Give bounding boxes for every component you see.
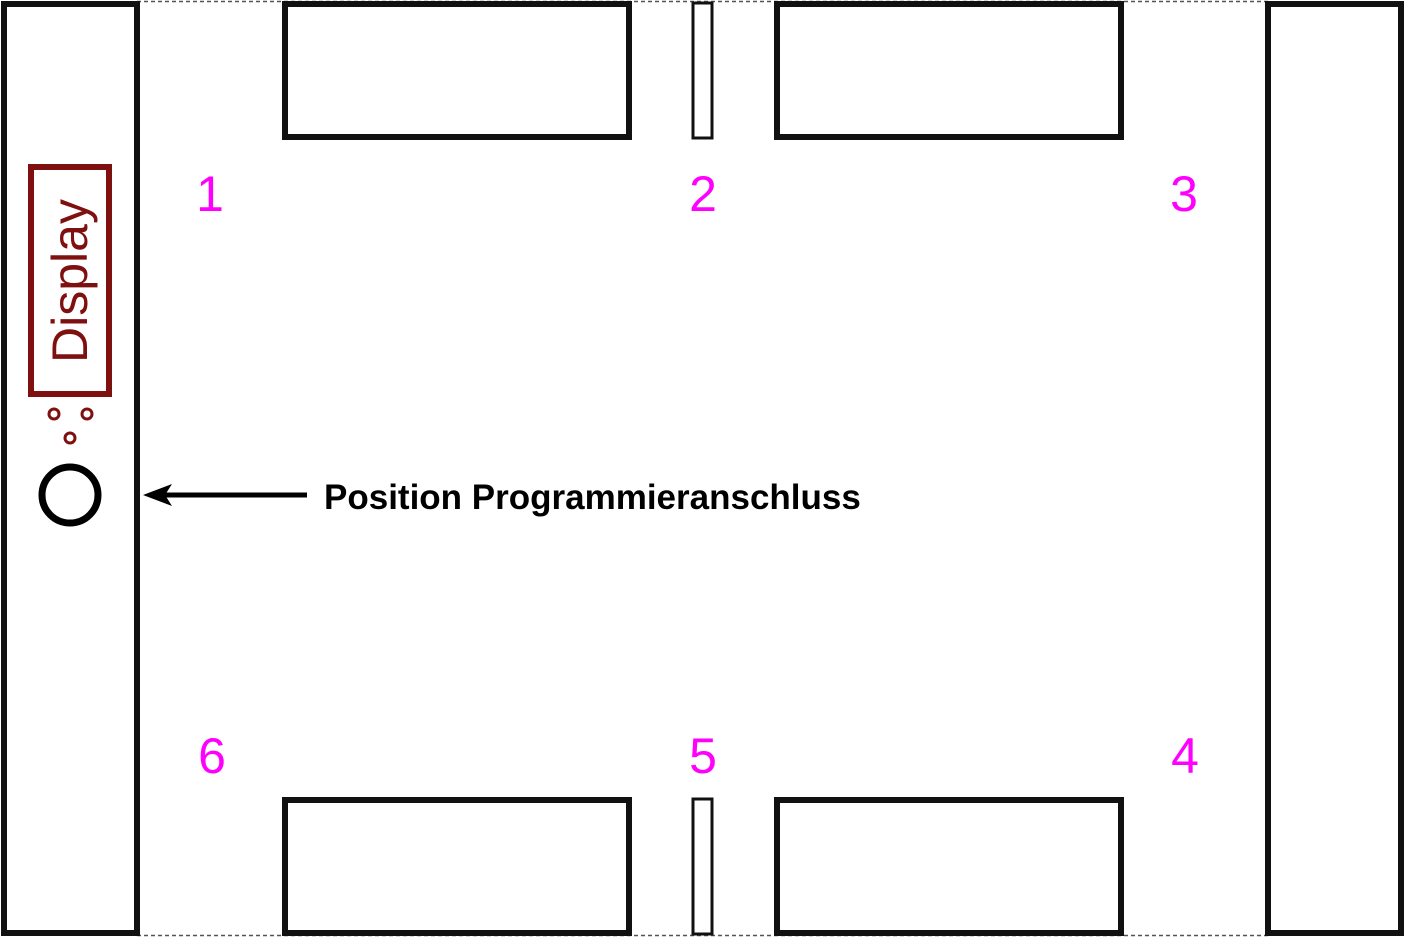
display-label: Display — [42, 199, 98, 363]
position-label-3: 3 — [1170, 166, 1198, 222]
bottom-right-block — [774, 797, 1124, 936]
small-circles-icon — [47, 407, 94, 445]
position-label-2: 2 — [689, 166, 717, 222]
programming-port-annotation: Position Programmieranschluss — [324, 478, 861, 517]
position-label-5: 5 — [689, 728, 717, 784]
display-box — [28, 164, 112, 397]
top-left-block — [282, 1, 632, 140]
right-rail — [1265, 1, 1404, 936]
arrow-left-icon — [143, 484, 307, 506]
bottom-left-block — [282, 797, 632, 936]
position-label-6: 6 — [198, 728, 226, 784]
position-label-4: 4 — [1171, 728, 1199, 784]
top-center-bar — [691, 1, 714, 140]
circle-icon — [38, 463, 102, 527]
bottom-center-bar — [691, 797, 714, 936]
position-label-1: 1 — [196, 166, 224, 222]
top-right-block — [774, 1, 1124, 140]
